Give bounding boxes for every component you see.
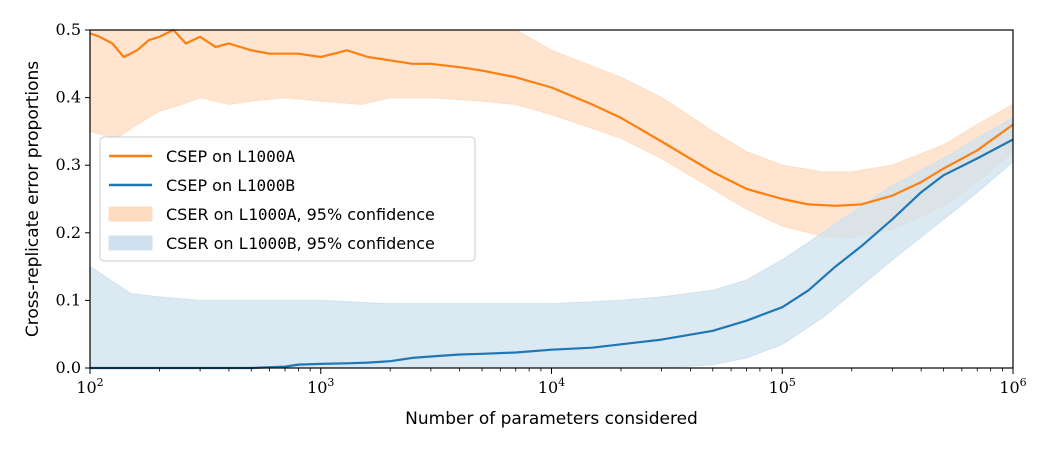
x-tick-exponent: 6	[1020, 376, 1027, 389]
legend: CSEP on L1000A CSEP on L1000B CSER on L100…	[99, 136, 476, 262]
x-tick-label: 106	[999, 376, 1026, 397]
x-tick-base: 10	[999, 378, 1019, 397]
y-axis-title: Cross-replicate error proportions	[23, 61, 43, 337]
x-tick-exponent: 4	[558, 376, 565, 389]
y-tick-label: 0.2	[56, 223, 81, 242]
x-tick-label: 105	[769, 376, 796, 397]
y-tick-label: 0.5	[56, 20, 81, 39]
legend-swatch-l1000b-band	[108, 235, 153, 251]
x-axis-title: Number of parameters considered	[405, 409, 698, 429]
line-l1000a	[89, 28, 1014, 207]
x-tick-exponent: 5	[789, 376, 796, 389]
x-tick-base: 10	[307, 378, 327, 397]
x-tick-label: 103	[307, 376, 334, 397]
legend-label: CSEP on L1000A	[166, 147, 295, 166]
x-tick-base: 10	[769, 378, 789, 397]
y-tick-label: 0.1	[56, 290, 81, 309]
x-tick-exponent: 2	[97, 376, 104, 389]
legend-box	[99, 136, 476, 262]
legend-swatch-l1000a-band	[108, 206, 153, 222]
x-tick-label: 102	[76, 376, 103, 397]
legend-label: CSER on L1000A, 95% confidence	[166, 205, 435, 224]
lines-layer	[89, 28, 1014, 370]
y-tick-label: 0.4	[56, 88, 81, 107]
line-l1000b	[90, 138, 1014, 370]
x-tick-base: 10	[76, 378, 96, 397]
x-tick-label: 104	[538, 376, 565, 397]
y-tick-label: 0.3	[56, 155, 81, 174]
x-tick-exponent: 3	[327, 376, 334, 389]
legend-label: CSEP on L1000B	[166, 176, 295, 195]
x-tick-base: 10	[538, 378, 558, 397]
legend-label: CSER on L1000B, 95% confidence	[166, 234, 435, 253]
y-tick-label: 0.0	[56, 358, 81, 377]
